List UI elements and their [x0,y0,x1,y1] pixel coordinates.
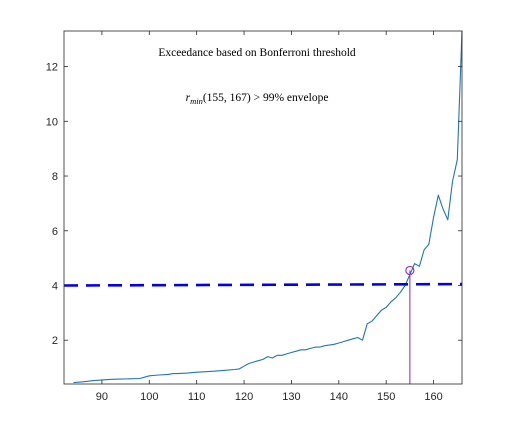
series-layer [63,30,463,384]
y-tick-label: 12 [46,62,58,74]
annotation-formula-r: r [186,92,191,104]
x-tick-label: 90 [96,391,108,403]
annotation-title: Exceedance based on Bonferroni threshold [158,47,356,59]
y-tick-label: 4 [52,280,58,292]
x-tick-label: 100 [140,391,158,403]
y-tick-label: 8 [52,171,58,183]
x-tick-label: 130 [282,391,300,403]
y-tick-label: 2 [52,335,58,347]
threshold-line [63,282,463,287]
x-tick-label: 110 [188,391,206,403]
data-line [73,30,463,384]
y-tick-label: 6 [52,226,58,238]
x-tick-label: 120 [235,391,253,403]
axes-frame [63,30,463,385]
y-tick-label: 10 [46,116,58,128]
plot-area [64,31,462,384]
annotation-layer: Exceedance based on Bonferroni threshold… [158,47,356,106]
axis-layer: 90 100 110 120 130 140 150 160 2 4 6 8 10 12 [46,30,463,403]
exceedance-marker [405,265,415,276]
annotation-formula-rest: (155, 167) > 99% envelope [203,92,329,104]
x-tick-label: 140 [330,391,348,403]
annotation-formula-subscript: min [190,96,203,106]
annotation-formula: rmin(155, 167) > 99% envelope [186,92,329,106]
x-tick-label: 150 [377,391,395,403]
x-tick-label: 160 [424,391,442,403]
